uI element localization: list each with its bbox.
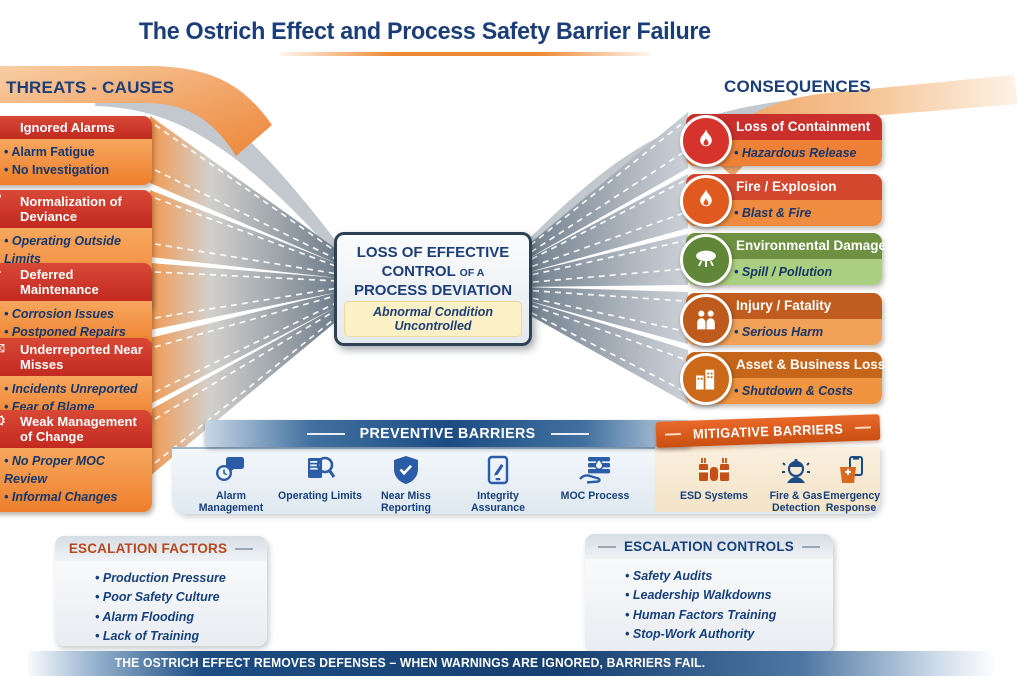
header-dash xyxy=(597,545,616,548)
emergency-kit-icon xyxy=(822,452,880,488)
barrier-label: Near Miss Reporting xyxy=(381,490,431,515)
top-event-line3: PROCESS DEVIATION xyxy=(353,281,513,299)
flame-icon xyxy=(680,115,732,167)
banner-dash xyxy=(307,432,346,435)
threats-section-header: THREATS - CAUSES xyxy=(6,78,175,97)
escalation-control: Safety Audits xyxy=(625,567,825,586)
top-event-line2: CONTROL xyxy=(381,262,456,280)
shield-check-icon xyxy=(356,452,456,488)
barrier-label: Fire & Gas Detection xyxy=(769,490,823,515)
top-event-line2-small: OF A xyxy=(459,266,485,279)
threat-box-weak-management-of-change: ⚙ Weak Management of Change No Proper MOC… xyxy=(0,410,152,513)
consequence-box-loss-of-containment: Loss of Containment Hazardous Release xyxy=(680,114,882,167)
barrier-label: Emergency Response xyxy=(823,490,881,515)
consequence-box-environmental-damage: Environmental Damage Spill / Pollution xyxy=(680,233,886,286)
banner-dash xyxy=(664,433,682,436)
barrier-item-operating-limits: Operating Limits xyxy=(276,452,364,502)
barrier-item-integrity-assurance: Integrity Assurance xyxy=(450,452,546,514)
clock-chat-icon xyxy=(184,452,278,488)
top-event-box: LOSS OF EFFECTIVE CONTROL OF A PROCESS D… xyxy=(334,232,532,346)
top-event-line1: LOSS OF EFFECTIVE xyxy=(356,244,510,261)
escalation-control: Human Factors Training xyxy=(625,606,825,625)
threat-bullet: Informal Changes xyxy=(4,488,146,506)
barrier-label: MOC Process xyxy=(560,490,630,502)
barrier-label: Alarm Management xyxy=(198,490,264,515)
spill-cloud-icon xyxy=(680,234,732,286)
escalation-factor: Production Pressure xyxy=(95,569,259,588)
worker-helmet-icon xyxy=(752,452,840,488)
threat-title: Ignored Alarms xyxy=(20,120,115,135)
escalation-controls-box: ESCALATION CONTROLS Safety Audits Leader… xyxy=(585,534,833,652)
flame-icon xyxy=(680,175,732,227)
consequence-box-fire-explosion: Fire / Explosion Blast & Fire xyxy=(680,174,882,227)
top-event-subtitle: Abnormal Condition Uncontrolled xyxy=(344,301,522,337)
threat-title: Weak Management of Change xyxy=(20,414,137,444)
preventive-barriers-header: PREVENTIVE BARRIERS xyxy=(360,425,536,442)
barrier-label: ESD Systems xyxy=(679,490,749,502)
threat-box-deferred-maintenance: + Deferred Maintenance Corrosion Issues P… xyxy=(0,263,152,348)
threat-title: Normalization of Deviance xyxy=(20,194,122,224)
threats-banner-ribbon xyxy=(0,66,272,156)
consequence-box-asset-business-loss: Asset & Business Loss Shutdown & Costs xyxy=(680,352,885,405)
barrier-item-alarm-management: Alarm Management xyxy=(184,452,278,514)
header-dash xyxy=(235,547,254,550)
threat-bullet: Operating Outside Limits xyxy=(4,232,146,268)
barrier-item-esd-systems: ESD Systems xyxy=(672,452,756,502)
footer-message: THE OSTRICH EFFECT REMOVES DEFENSES – WH… xyxy=(114,655,706,670)
barrier-item-emergency-response: Emergency Response xyxy=(822,452,880,514)
report-bubble-icon: ✉ xyxy=(0,339,5,359)
threat-title: Deferred Maintenance xyxy=(20,267,99,297)
barrier-item-fire-gas-detection: Fire & Gas Detection xyxy=(752,452,840,514)
escalation-control: Leadership Walkdowns xyxy=(625,586,825,605)
page-title: The Ostrich Effect and Process Safety Ba… xyxy=(139,18,711,45)
threat-bullet: No Investigation xyxy=(4,161,146,179)
footer-banner xyxy=(28,651,996,676)
document-magnifier-icon xyxy=(276,452,364,488)
title-underline xyxy=(280,52,650,56)
consequence-box-injury-fatality: Injury / Fatality Serious Harm xyxy=(680,293,882,346)
consequences-banner-ribbon xyxy=(706,75,1018,177)
mitigative-barriers-header: MITIGATIVE BARRIERS xyxy=(692,420,844,442)
escalation-factor: Lack of Training xyxy=(95,627,259,646)
barrier-label: Integrity Assurance xyxy=(470,490,525,515)
escalation-factor: Poor Safety Culture xyxy=(95,588,259,607)
threat-bullet: Corrosion Issues xyxy=(4,305,146,323)
header-dash xyxy=(802,545,821,548)
escalation-factor: Alarm Flooding xyxy=(95,608,259,627)
hand-droplet-icon xyxy=(550,452,640,488)
barrier-item-near-miss-reporting: Near Miss Reporting xyxy=(356,452,456,514)
threat-title: Underreported Near Misses xyxy=(20,342,143,372)
threat-bullet: Incidents Unreported xyxy=(4,380,146,398)
escalation-factors-box: ESCALATION FACTORS Production Pressure P… xyxy=(55,536,267,646)
threat-bullet: Alarm Fatigue xyxy=(4,143,146,161)
banner-dash xyxy=(550,432,589,435)
escalation-factors-header: ESCALATION FACTORS xyxy=(68,541,228,556)
threat-bullet: Postponed Repairs xyxy=(4,323,146,341)
barrier-label: Operating Limits xyxy=(278,490,362,502)
preventive-barriers-banner: PREVENTIVE BARRIERS xyxy=(205,420,691,447)
buildings-icon xyxy=(680,353,732,405)
escalation-control: Stop-Work Authority xyxy=(625,625,825,644)
barrier-item-moc-process: MOC Process xyxy=(550,452,640,502)
question-cycle-icon: ? xyxy=(0,191,2,209)
banner-dash xyxy=(854,426,872,429)
consequences-section-header: CONSEQUENCES xyxy=(724,77,871,96)
clipboard-pencil-icon xyxy=(450,452,546,488)
wrench-icon: + xyxy=(0,264,1,282)
threat-bullet: No Proper MOC Review xyxy=(4,452,146,488)
shutdown-valves-icon xyxy=(672,452,756,488)
threat-box-ignored-alarms: !Ignored Alarms Alarm Fatigue No Investi… xyxy=(0,116,152,186)
escalation-controls-header: ESCALATION CONTROLS xyxy=(623,539,795,554)
people-icon xyxy=(680,294,732,346)
gear-icon: ⚙ xyxy=(0,411,6,431)
